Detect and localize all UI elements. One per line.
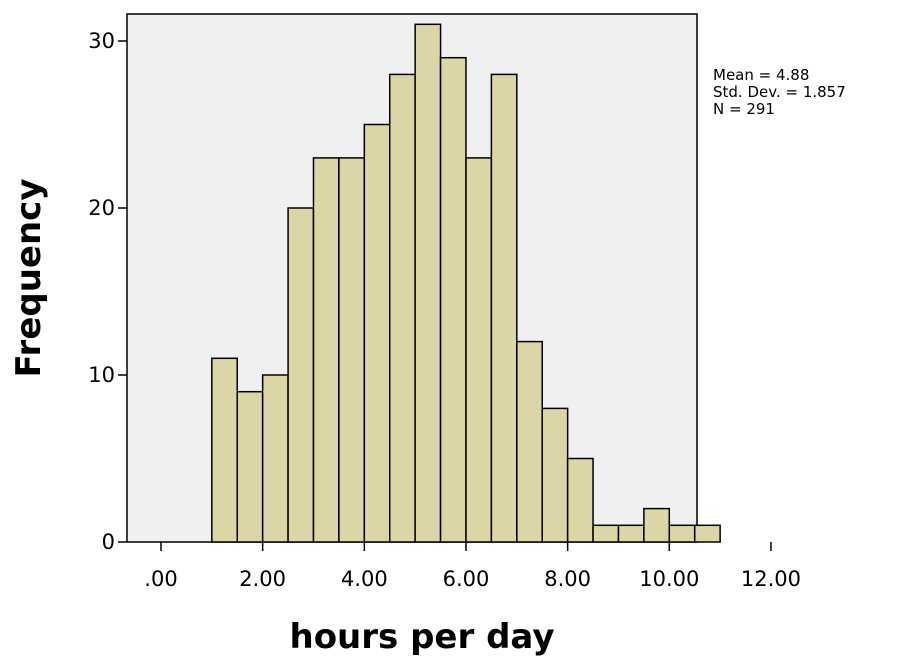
histogram-bar-3 bbox=[287, 207, 315, 543]
y-axis-title: Frequency bbox=[9, 178, 49, 377]
histogram-bar-14 bbox=[566, 457, 594, 543]
histogram-bar-0 bbox=[211, 357, 238, 543]
x-tick-label-5: 10.00 bbox=[639, 567, 699, 591]
stat-n: N = 291 bbox=[713, 100, 775, 118]
histogram-bar-19 bbox=[693, 524, 721, 543]
y-tick-label-3: 30 bbox=[88, 29, 115, 53]
x-tick-label-6: 12.00 bbox=[741, 567, 801, 591]
histogram-bar-8 bbox=[414, 23, 442, 543]
x-tick-label-0: .00 bbox=[144, 567, 177, 591]
histogram-bar-10 bbox=[465, 157, 493, 543]
histogram-bar-5 bbox=[338, 157, 366, 543]
histogram-bar-15 bbox=[592, 524, 620, 543]
x-axis: .00 2.00 4.00 6.00 8.00 10.00 12.00 bbox=[144, 542, 801, 591]
y-tick-label-2: 20 bbox=[88, 196, 115, 220]
y-tick-label-0: 0 bbox=[102, 530, 115, 554]
histogram-bar-2 bbox=[261, 374, 289, 543]
histogram-bar-6 bbox=[363, 123, 391, 543]
stat-std-dev: Std. Dev. = 1.857 bbox=[713, 83, 846, 101]
histogram-bar-9 bbox=[439, 56, 467, 543]
histogram-bar-17 bbox=[643, 507, 671, 543]
histogram-bar-16 bbox=[617, 524, 645, 543]
histogram-bar-18 bbox=[668, 524, 696, 543]
histogram-bar-11 bbox=[490, 73, 518, 543]
histogram-bars bbox=[211, 23, 721, 543]
stat-mean: Mean = 4.88 bbox=[713, 66, 809, 84]
x-axis-title: hours per day bbox=[289, 617, 554, 656]
y-tick-label-1: 10 bbox=[88, 363, 115, 387]
x-tick-label-1: 2.00 bbox=[239, 567, 286, 591]
x-tick-label-2: 4.00 bbox=[341, 567, 388, 591]
x-tick-label-4: 8.00 bbox=[544, 567, 591, 591]
statistics-box: Mean = 4.88 Std. Dev. = 1.857 N = 291 bbox=[713, 66, 846, 118]
histogram-bar-7 bbox=[388, 73, 416, 543]
y-axis: 0 10 20 30 bbox=[88, 29, 127, 554]
histogram-bar-13 bbox=[541, 407, 569, 543]
histogram-bar-12 bbox=[516, 340, 543, 543]
x-tick-label-3: 6.00 bbox=[443, 567, 490, 591]
histogram-bar-4 bbox=[312, 157, 340, 543]
histogram-bar-1 bbox=[236, 390, 264, 543]
